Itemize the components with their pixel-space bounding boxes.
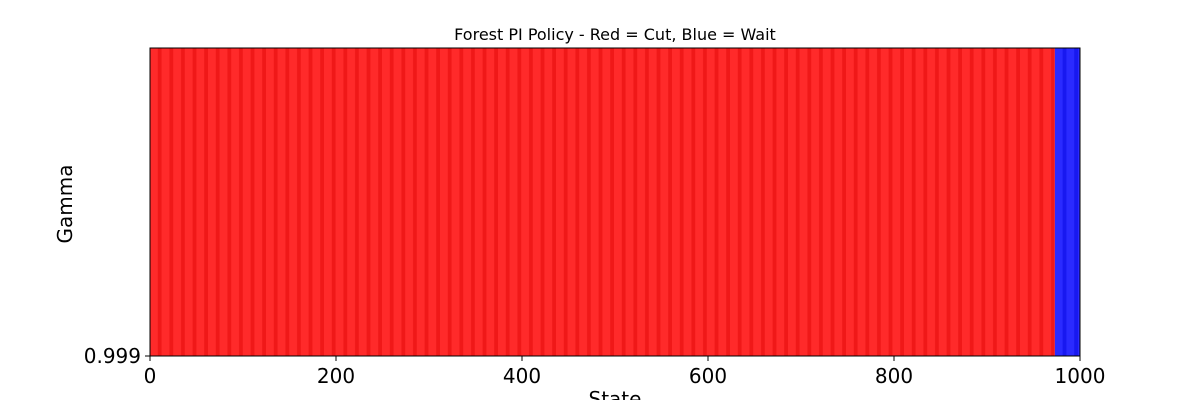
x-tick-label: 0	[144, 364, 157, 388]
plot-area	[150, 48, 1080, 356]
x-tick-label: 800	[875, 364, 913, 388]
y-tick-label: 0.999	[84, 344, 141, 368]
policy-segment-wait	[1054, 48, 1080, 356]
x-axis: 0 200 400 600 800 1000	[144, 356, 1106, 388]
y-axis-label: Gamma	[53, 165, 77, 244]
x-tick-label: 1000	[1055, 364, 1106, 388]
plot-frame	[149, 47, 1081, 357]
y-axis: 0.999	[84, 344, 150, 368]
chart-title: Forest PI Policy - Red = Cut, Blue = Wai…	[454, 25, 776, 44]
x-axis-label: State	[589, 387, 642, 400]
x-tick-label: 400	[503, 364, 541, 388]
x-tick-label: 200	[317, 364, 355, 388]
policy-segment-cut	[150, 48, 1055, 356]
x-tick-label: 600	[689, 364, 727, 388]
